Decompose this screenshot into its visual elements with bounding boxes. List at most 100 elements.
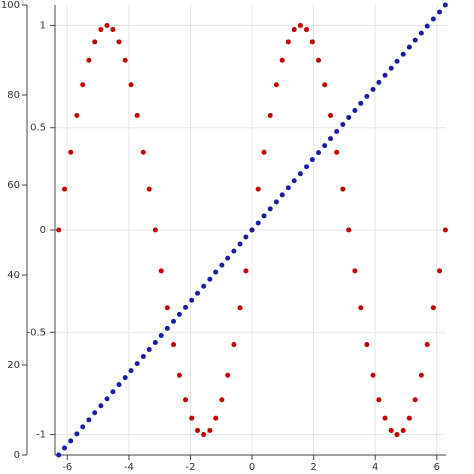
point [322, 143, 328, 149]
point [388, 65, 394, 71]
point [352, 107, 358, 113]
point [400, 51, 406, 57]
point [291, 178, 297, 184]
point [122, 375, 128, 381]
point [442, 2, 448, 8]
point [152, 340, 158, 345]
point [376, 397, 382, 403]
point [309, 157, 315, 163]
point [146, 186, 152, 192]
point [128, 368, 134, 374]
point [364, 342, 370, 348]
point [110, 389, 116, 395]
point [134, 361, 140, 367]
point [158, 332, 164, 338]
point [370, 86, 376, 92]
point [183, 304, 189, 310]
point [406, 415, 412, 421]
point [376, 79, 382, 85]
point [74, 431, 80, 437]
point [207, 276, 213, 282]
point [412, 37, 418, 43]
point [388, 427, 394, 433]
point [418, 372, 424, 378]
point [291, 27, 297, 33]
y2-tick-label: 80 [7, 90, 20, 101]
point [418, 30, 424, 36]
point [110, 27, 116, 33]
point [104, 22, 110, 28]
point [424, 342, 430, 348]
point [128, 82, 134, 88]
point [171, 342, 177, 348]
point [346, 227, 352, 233]
point [189, 415, 195, 421]
point [279, 57, 285, 63]
point [176, 372, 182, 378]
y-tick-label: 0.5 [30, 123, 46, 134]
point [62, 186, 68, 192]
point [134, 112, 140, 118]
point [213, 269, 219, 275]
point [171, 318, 177, 324]
point [249, 227, 255, 233]
point [92, 39, 98, 45]
point [68, 438, 74, 444]
point [201, 432, 207, 438]
point [243, 268, 249, 274]
point [334, 129, 340, 135]
point [237, 241, 243, 247]
point [231, 248, 237, 254]
point [62, 445, 68, 451]
point [225, 372, 231, 378]
point [140, 354, 146, 360]
point [56, 227, 62, 233]
point [412, 397, 418, 403]
point [328, 112, 334, 118]
point [98, 27, 104, 33]
point [201, 283, 207, 289]
point [304, 27, 310, 33]
point [400, 427, 406, 433]
point [382, 72, 388, 78]
point [328, 136, 334, 142]
point [297, 22, 303, 28]
point [146, 347, 152, 353]
point [340, 186, 346, 192]
point [255, 220, 261, 226]
point [104, 396, 110, 402]
x-tick-label: -6 [62, 462, 72, 473]
point [92, 410, 98, 416]
point [74, 112, 80, 118]
point [316, 150, 322, 156]
point [322, 82, 328, 88]
point [267, 206, 273, 212]
point [86, 417, 92, 423]
point [207, 427, 213, 433]
point [334, 149, 340, 155]
point [140, 149, 146, 155]
y2-tick-label: 100 [1, 0, 20, 11]
x-tick-label: -2 [185, 462, 195, 473]
point [183, 397, 189, 403]
x-tick-label: 2 [310, 462, 316, 473]
point [406, 44, 412, 50]
point [279, 192, 285, 198]
point [370, 372, 376, 378]
point [442, 227, 448, 233]
point [152, 227, 158, 233]
point [56, 452, 62, 458]
point [394, 432, 400, 438]
x-tick-label: 4 [372, 462, 378, 473]
point [86, 57, 92, 63]
point [437, 268, 443, 274]
y-tick-label: -0.5 [26, 327, 46, 338]
point [231, 342, 237, 348]
point [352, 268, 358, 274]
x-tick-label: 6 [434, 462, 440, 473]
point [304, 164, 310, 170]
y2-tick-label: 40 [7, 270, 20, 281]
point [164, 305, 170, 311]
point [358, 305, 364, 311]
